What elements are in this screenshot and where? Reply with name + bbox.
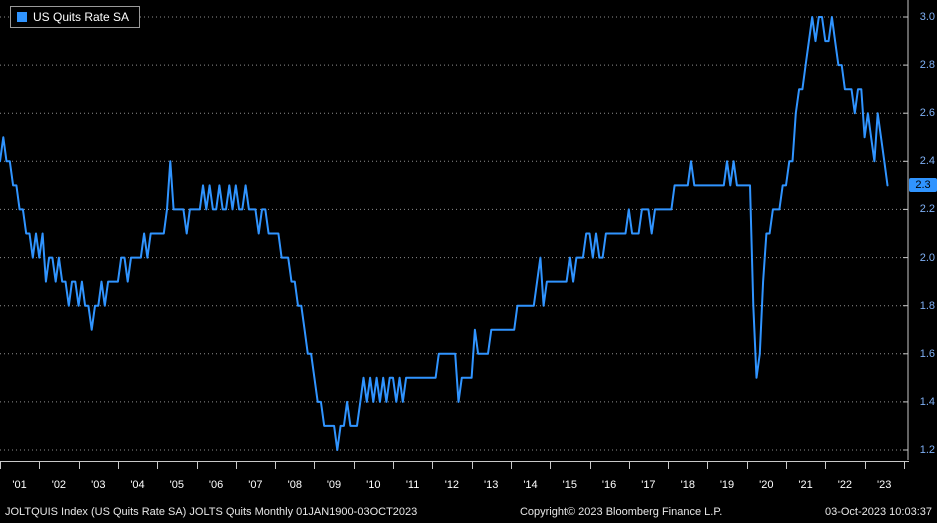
status-bar: JOLTQUIS Index (US Quits Rate SA) JOLTS … xyxy=(0,506,937,518)
x-axis-tick xyxy=(196,462,198,469)
x-tick-label: '03 xyxy=(91,479,106,491)
x-axis-tick xyxy=(628,462,630,469)
x-axis-tick xyxy=(550,462,552,469)
x-tick-label: '10 xyxy=(366,479,381,491)
y-tick-label: 2.6 xyxy=(919,107,935,120)
security-description: JOLTQUIS Index (US Quits Rate SA) JOLTS … xyxy=(5,506,418,518)
y-tick-label: 1.4 xyxy=(919,395,935,408)
x-axis-tick xyxy=(78,462,80,469)
x-axis-tick xyxy=(786,462,787,469)
x-axis-tick xyxy=(510,462,512,469)
x-axis-tick xyxy=(314,462,316,469)
x-axis-tick xyxy=(235,462,237,469)
x-tick-label: '21 xyxy=(798,479,813,491)
x-tick-label: '06 xyxy=(208,479,224,491)
timestamp: 03-Oct-2023 10:03:37 xyxy=(824,506,932,518)
quits-rate-line xyxy=(0,16,889,451)
x-tick-label: '19 xyxy=(719,479,735,491)
legend-swatch-icon xyxy=(17,12,27,22)
x-tick-label: '14 xyxy=(523,479,538,491)
y-tick-label: 1.8 xyxy=(919,299,935,312)
x-tick-label: '16 xyxy=(601,479,617,491)
x-tick-label: '08 xyxy=(287,479,302,491)
y-tick-label: 2.8 xyxy=(919,59,935,72)
x-axis-tick xyxy=(864,462,866,469)
x-tick-label: '07 xyxy=(248,479,263,491)
x-axis-tick xyxy=(157,462,159,469)
x-axis-tick xyxy=(668,462,670,469)
x-axis-tick xyxy=(275,462,277,469)
y-tick-label: 2.0 xyxy=(919,251,935,264)
x-tick-label: '11 xyxy=(405,479,420,491)
x-tick-label: '01 xyxy=(12,479,27,491)
last-value-badge: 2.3 xyxy=(909,178,937,193)
x-tick-label: '22 xyxy=(837,479,853,491)
x-tick-label: '12 xyxy=(444,479,460,491)
x-axis-tick xyxy=(39,462,41,469)
y-tick-label: 2.2 xyxy=(919,203,935,216)
x-tick-label: '18 xyxy=(680,479,695,491)
x-tick-label: '04 xyxy=(130,479,145,491)
x-tick-label: '23 xyxy=(877,479,892,491)
x-tick-label: '20 xyxy=(759,479,774,491)
x-tick-label: '05 xyxy=(169,479,184,491)
x-axis-tick xyxy=(117,462,119,469)
x-axis-tick xyxy=(825,462,827,469)
x-tick-label: '17 xyxy=(641,479,656,491)
x-axis-tick xyxy=(903,462,905,469)
x-axis: '01 '02 '03 '04 '05 '06 '07 '08 '09 '10 '11 '12 '13 '… xyxy=(0,461,909,504)
legend[interactable]: US Quits Rate SA xyxy=(10,6,141,28)
copyright-text: Copyright© 2023 Bloomberg Finance L.P. xyxy=(519,506,723,518)
y-tick-label: 3.0 xyxy=(919,11,935,23)
x-axis-tick xyxy=(589,462,591,469)
x-axis-tick xyxy=(393,462,394,469)
x-axis-tick xyxy=(432,462,434,469)
x-tick-label: '13 xyxy=(484,479,499,491)
x-axis-tick xyxy=(353,462,355,469)
legend-label: US Quits Rate SA xyxy=(33,10,130,24)
y-tick-label: 2.4 xyxy=(919,155,935,168)
x-axis-tick xyxy=(471,462,473,469)
x-tick-label: '09 xyxy=(326,479,342,491)
y-axis: 3.0 2.8 2.6 2.4 2.2 2.0 1.8 1.6 1.4 1.2 xyxy=(910,0,937,460)
x-axis-tick xyxy=(746,462,748,469)
y-tick-label: 1.2 xyxy=(919,444,935,456)
chart-plot[interactable] xyxy=(0,0,909,460)
y-tick-label: 1.6 xyxy=(919,347,935,360)
x-axis-tick xyxy=(707,462,709,469)
x-tick-label: '02 xyxy=(51,479,67,491)
x-tick-label: '15 xyxy=(562,479,577,491)
x-axis-tick xyxy=(0,462,1,469)
